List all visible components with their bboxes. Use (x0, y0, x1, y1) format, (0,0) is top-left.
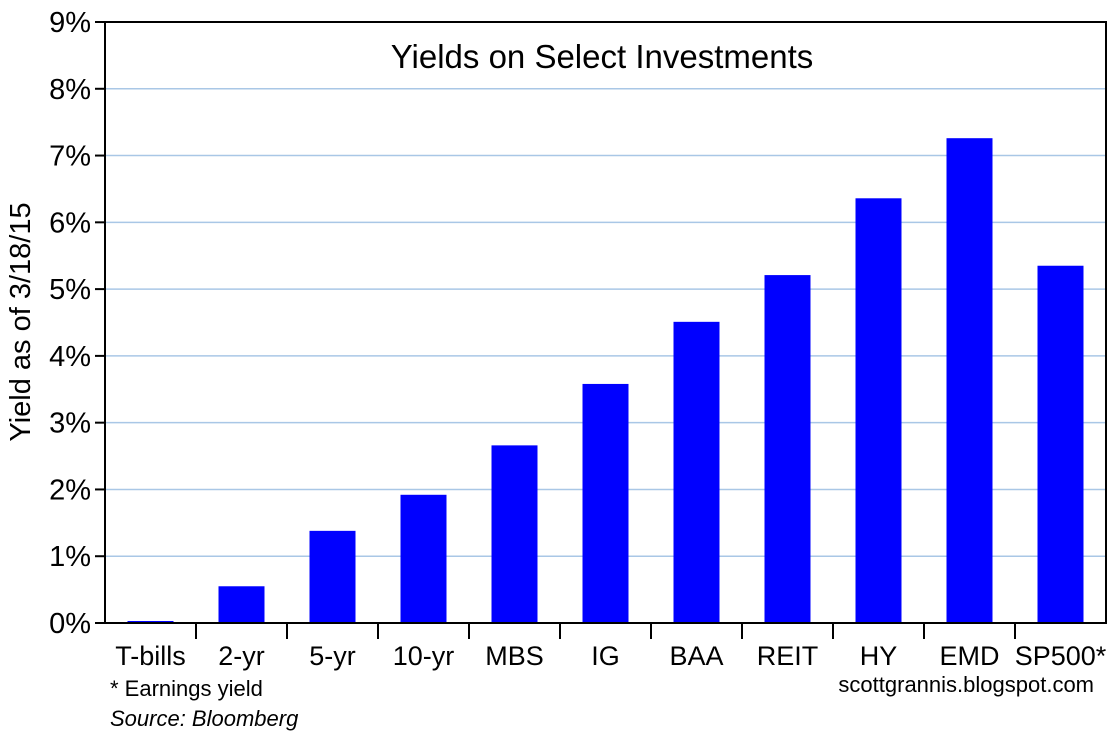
x-category-label: BAA (669, 641, 723, 671)
bar-2yr (218, 586, 265, 623)
x-category-label: REIT (757, 641, 819, 671)
footnote-earnings-yield: * Earnings yield (110, 676, 263, 701)
y-axis-label: Yield as of 3/18/15 (5, 202, 37, 441)
bar-5yr (309, 530, 356, 623)
y-tick-label: 1% (49, 541, 91, 573)
y-tick-label: 7% (49, 141, 91, 173)
x-category-label: EMD (940, 641, 1000, 671)
x-category-label: HY (860, 641, 898, 671)
bar-10yr (400, 494, 447, 623)
x-category-label: IG (591, 641, 620, 671)
blog-credit: scottgrannis.blogspot.com (838, 672, 1094, 697)
y-tick-label: 5% (49, 274, 91, 306)
y-tick-label: 3% (49, 408, 91, 440)
y-tick-label: 8% (49, 74, 91, 106)
source-note: Source: Bloomberg (110, 706, 299, 731)
y-tick-label: 6% (49, 207, 91, 239)
x-category-label: MBS (485, 641, 544, 671)
x-category-label: 2-yr (218, 641, 265, 671)
x-axis-ticks: T-bills 2-yr 5-yr 10-yr MBS IG BAA REIT HY EMD SP5… (115, 623, 1107, 671)
bars (127, 138, 1084, 623)
bar-baa (673, 321, 720, 623)
bar-ig (582, 383, 629, 623)
bar-tbills (127, 620, 174, 623)
bar-mbs (491, 445, 538, 623)
bar-reit (764, 275, 811, 623)
chart-title: Yields on Select Investments (391, 38, 814, 75)
x-category-label: T-bills (115, 641, 186, 671)
x-category-label: SP500* (1015, 641, 1107, 671)
plot-frame (104, 21, 1107, 624)
x-category-label: 10-yr (393, 641, 455, 671)
bar-hy (855, 198, 902, 623)
x-category-label: 5-yr (309, 641, 356, 671)
bar-emd (946, 138, 993, 623)
y-tick-label: 4% (49, 341, 91, 373)
y-axis-ticks: 0% 1% 2% 3% 4% 5% 6% 7% 8% 9% (49, 7, 105, 640)
y-tick-label: 9% (49, 7, 91, 39)
y-tick-label: 0% (49, 608, 91, 640)
bar-sp500 (1037, 265, 1084, 623)
y-tick-label: 2% (49, 474, 91, 506)
